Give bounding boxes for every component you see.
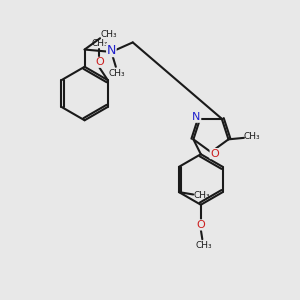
Text: O: O bbox=[210, 148, 219, 159]
Text: O: O bbox=[95, 57, 104, 67]
Text: CH₃: CH₃ bbox=[196, 241, 212, 250]
Text: CH₃: CH₃ bbox=[193, 191, 210, 200]
Text: N: N bbox=[107, 44, 116, 57]
Text: N: N bbox=[192, 112, 201, 122]
Text: CH₃: CH₃ bbox=[109, 69, 126, 78]
Text: O: O bbox=[196, 220, 205, 230]
Text: CH₃: CH₃ bbox=[244, 132, 260, 141]
Text: CH₃: CH₃ bbox=[101, 30, 117, 39]
Text: CH₃: CH₃ bbox=[91, 39, 108, 48]
